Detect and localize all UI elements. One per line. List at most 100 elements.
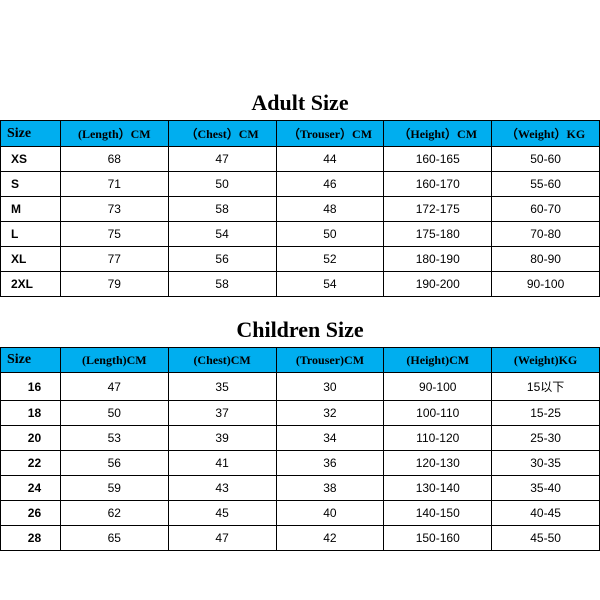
children-header-row: Size (Length)CM (Chest)CM (Trouser)CM (H… [1,348,600,373]
cell-height: 100-110 [384,401,492,426]
table-row: XL775652180-19080-90 [1,247,600,272]
cell-height: 175-180 [384,222,492,247]
cell-trouser: 44 [276,147,384,172]
cell-length: 79 [60,272,168,297]
cell-height: 190-200 [384,272,492,297]
children-table-head: Size (Length)CM (Chest)CM (Trouser)CM (H… [1,348,600,373]
cell-length: 47 [60,373,168,401]
cell-chest: 43 [168,476,276,501]
cell-weight: 30-35 [492,451,600,476]
table-row: 18503732100-11015-25 [1,401,600,426]
children-th-chest: (Chest)CM [168,348,276,373]
cell-height: 180-190 [384,247,492,272]
cell-chest: 41 [168,451,276,476]
adult-th-height: （Height）CM [384,121,492,147]
table-row: XS684744160-16550-60 [1,147,600,172]
cell-trouser: 36 [276,451,384,476]
adult-table-body: XS684744160-16550-60S715046160-17055-60M… [1,147,600,297]
cell-height: 160-165 [384,147,492,172]
cell-size: 26 [1,501,61,526]
cell-length: 75 [60,222,168,247]
cell-height: 150-160 [384,526,492,551]
cell-size: 18 [1,401,61,426]
table-row: S715046160-17055-60 [1,172,600,197]
cell-length: 71 [60,172,168,197]
cell-weight: 15以下 [492,373,600,401]
cell-trouser: 42 [276,526,384,551]
cell-size: 28 [1,526,61,551]
adult-header-row: Size (Length）CM （Chest）CM （Trouser）CM （H… [1,121,600,147]
table-row: 20533934110-12025-30 [1,426,600,451]
table-row: 26624540140-15040-45 [1,501,600,526]
cell-length: 68 [60,147,168,172]
children-size-table: Size (Length)CM (Chest)CM (Trouser)CM (H… [0,347,600,551]
cell-length: 56 [60,451,168,476]
table-row: 22564136120-13030-35 [1,451,600,476]
adult-th-trouser: （Trouser）CM [276,121,384,147]
cell-chest: 56 [168,247,276,272]
cell-length: 77 [60,247,168,272]
adult-th-chest: （Chest）CM [168,121,276,147]
cell-trouser: 40 [276,501,384,526]
cell-size: 2XL [1,272,61,297]
children-th-size: Size [1,348,61,373]
cell-chest: 35 [168,373,276,401]
cell-chest: 54 [168,222,276,247]
table-row: M735848172-17560-70 [1,197,600,222]
cell-weight: 55-60 [492,172,600,197]
children-th-height: (Height)CM [384,348,492,373]
cell-weight: 60-70 [492,197,600,222]
cell-chest: 45 [168,501,276,526]
cell-weight: 25-30 [492,426,600,451]
cell-trouser: 52 [276,247,384,272]
table-gap [0,297,600,307]
cell-chest: 37 [168,401,276,426]
table-row: 24594338130-14035-40 [1,476,600,501]
cell-length: 59 [60,476,168,501]
cell-weight: 40-45 [492,501,600,526]
cell-weight: 15-25 [492,401,600,426]
cell-length: 50 [60,401,168,426]
cell-height: 110-120 [384,426,492,451]
cell-chest: 39 [168,426,276,451]
table-row: L755450175-18070-80 [1,222,600,247]
table-row: 2XL795854190-20090-100 [1,272,600,297]
cell-height: 130-140 [384,476,492,501]
cell-trouser: 30 [276,373,384,401]
cell-trouser: 46 [276,172,384,197]
cell-height: 160-170 [384,172,492,197]
children-table-body: 1647353090-10015以下18503732100-11015-2520… [1,373,600,551]
cell-height: 172-175 [384,197,492,222]
cell-size: 20 [1,426,61,451]
cell-trouser: 54 [276,272,384,297]
cell-chest: 58 [168,197,276,222]
cell-weight: 90-100 [492,272,600,297]
cell-size: XS [1,147,61,172]
cell-size: XL [1,247,61,272]
cell-height: 140-150 [384,501,492,526]
adult-title: Adult Size [0,90,600,116]
cell-size: L [1,222,61,247]
adult-size-table: Size (Length）CM （Chest）CM （Trouser）CM （H… [0,120,600,297]
children-th-length: (Length)CM [60,348,168,373]
cell-length: 65 [60,526,168,551]
cell-length: 62 [60,501,168,526]
cell-weight: 35-40 [492,476,600,501]
cell-size: S [1,172,61,197]
cell-trouser: 50 [276,222,384,247]
cell-weight: 50-60 [492,147,600,172]
cell-size: 24 [1,476,61,501]
cell-size: 16 [1,373,61,401]
cell-weight: 45-50 [492,526,600,551]
cell-height: 90-100 [384,373,492,401]
adult-th-size: Size [1,121,61,147]
adult-table-head: Size (Length）CM （Chest）CM （Trouser）CM （H… [1,121,600,147]
cell-height: 120-130 [384,451,492,476]
cell-length: 73 [60,197,168,222]
cell-weight: 70-80 [492,222,600,247]
cell-weight: 80-90 [492,247,600,272]
cell-chest: 58 [168,272,276,297]
adult-th-length: (Length）CM [60,121,168,147]
cell-trouser: 34 [276,426,384,451]
cell-size: 22 [1,451,61,476]
